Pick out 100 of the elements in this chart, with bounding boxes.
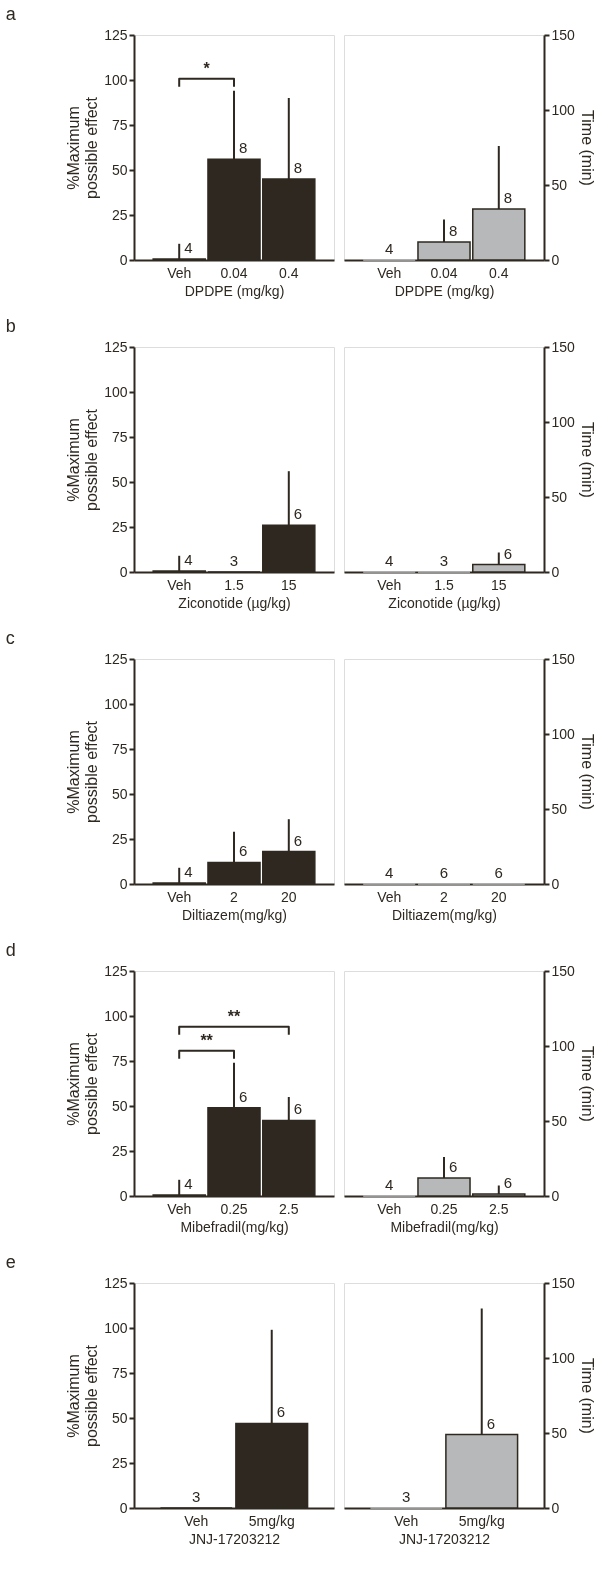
y-axis-title: Time (min) xyxy=(578,1358,596,1434)
y-tick-label: 0 xyxy=(551,1499,560,1516)
y-tick-label: 0 xyxy=(119,563,128,580)
y-tick-label: 25 xyxy=(111,1142,128,1159)
x-tick-label: 2.5 xyxy=(279,1200,299,1217)
annotation: 4 xyxy=(184,863,193,881)
x-tick-label: 20 xyxy=(491,888,507,905)
annotation: 6 xyxy=(293,831,303,849)
y-tick-label: 0 xyxy=(551,563,560,580)
y-tick-label: 100 xyxy=(551,413,576,430)
annotation: 6 xyxy=(439,864,449,881)
x-axis-title: Mibefradil(mg/kg) xyxy=(180,1218,289,1235)
annotation: 6 xyxy=(293,1100,303,1118)
annotation: 3 xyxy=(192,1488,201,1505)
y-tick-label: 0 xyxy=(119,875,128,892)
y-tick-label: 0 xyxy=(119,1499,128,1516)
x-tick-label: 0.4 xyxy=(489,264,509,281)
x-tick-label: Veh xyxy=(377,1200,402,1217)
y-tick-label: 100 xyxy=(551,1349,576,1366)
y-tick-label: 50 xyxy=(551,488,568,505)
x-tick-label: 0.25 xyxy=(430,1200,458,1217)
y-axis-title: %Maximum possible effect xyxy=(65,408,101,511)
chart-title: e xyxy=(5,1252,16,1272)
x-tick-label: 0.4 xyxy=(279,264,299,281)
x-tick-label: 2 xyxy=(230,888,239,905)
chart-title: b xyxy=(5,316,16,336)
annotation: 6 xyxy=(503,544,513,562)
annotation: 6 xyxy=(276,1403,286,1421)
x-tick-label: Veh xyxy=(377,888,402,905)
y-tick-label: 0 xyxy=(551,251,560,268)
x-tick-label: Veh xyxy=(377,576,402,593)
y-tick-label: 50 xyxy=(551,176,568,193)
x-axis-title: Diltiazem(mg/kg) xyxy=(181,906,288,923)
y-tick-label: 100 xyxy=(104,383,128,400)
x-tick-label: 1.5 xyxy=(434,576,454,593)
y-axis-title: Time (min) xyxy=(578,1046,596,1122)
y-tick-label: 0 xyxy=(551,875,560,892)
annotation: 3 xyxy=(402,1488,411,1505)
annotation: 6 xyxy=(503,1174,513,1192)
x-tick-label: 15 xyxy=(491,576,507,593)
y-tick-label: 75 xyxy=(111,740,128,757)
annotation: 3 xyxy=(439,552,449,569)
chart-title: d xyxy=(5,940,16,960)
y-tick-label: 100 xyxy=(104,1007,128,1024)
y-axis-title: %Maximum possible effect xyxy=(65,720,101,823)
y-tick-label: 150 xyxy=(551,26,576,43)
annotation: 6 xyxy=(486,1414,496,1432)
x-axis-title: JNJ-17203212 xyxy=(398,1530,491,1547)
x-tick-label: Veh xyxy=(377,264,402,281)
x-tick-label: 20 xyxy=(281,888,297,905)
chart-title: c xyxy=(5,628,15,648)
chart-title: a xyxy=(5,4,17,24)
annotation: 4 xyxy=(385,552,394,569)
annotation: 6 xyxy=(449,1158,458,1175)
annotation: 8 xyxy=(449,222,458,239)
y-axis-title: %Maximum possible effect xyxy=(65,96,101,199)
x-tick-label: Veh xyxy=(167,888,192,905)
x-tick-label: Veh xyxy=(167,264,192,281)
y-axis-title: %Maximum possible effect xyxy=(65,1344,101,1447)
y-tick-label: 100 xyxy=(104,71,128,88)
x-tick-label: 2 xyxy=(440,888,449,905)
x-tick-label: 5mg/kg xyxy=(248,1512,295,1529)
y-tick-label: 50 xyxy=(551,1112,568,1129)
x-tick-label: 2.5 xyxy=(489,1200,509,1217)
y-tick-label: 25 xyxy=(111,1454,128,1471)
y-tick-label: 100 xyxy=(104,1319,128,1336)
annotation: ** xyxy=(227,1007,241,1025)
x-tick-label: 0.04 xyxy=(430,264,458,281)
y-tick-label: 50 xyxy=(551,800,568,817)
y-tick-label: 150 xyxy=(551,650,576,667)
x-axis-title: DPDPE (mg/kg) xyxy=(184,282,285,299)
x-axis-title: Ziconotide (µg/kg) xyxy=(178,594,291,611)
x-tick-label: Veh xyxy=(184,1512,209,1529)
y-tick-label: 125 xyxy=(104,338,128,355)
x-tick-label: Veh xyxy=(167,576,192,593)
y-axis-title: Time (min) xyxy=(578,110,596,186)
y-tick-label: 75 xyxy=(111,428,128,445)
y-tick-label: 150 xyxy=(551,962,576,979)
annotation: * xyxy=(203,59,211,77)
y-tick-label: 75 xyxy=(111,1052,128,1069)
y-axis-title: Time (min) xyxy=(578,734,596,810)
y-tick-label: 50 xyxy=(111,1097,128,1114)
annotation: 6 xyxy=(293,505,303,523)
x-axis-title: Diltiazem(mg/kg) xyxy=(391,906,498,923)
y-tick-label: 75 xyxy=(111,1364,128,1381)
x-axis-title: Ziconotide (µg/kg) xyxy=(388,594,501,611)
annotation: 4 xyxy=(184,1175,193,1193)
annotation: 4 xyxy=(385,864,394,881)
y-tick-label: 125 xyxy=(104,962,128,979)
x-tick-label: 1.5 xyxy=(224,576,244,593)
x-tick-label: Veh xyxy=(394,1512,419,1529)
x-axis-title: DPDPE (mg/kg) xyxy=(394,282,495,299)
y-tick-label: 125 xyxy=(104,1274,128,1291)
y-axis-title: %Maximum possible effect xyxy=(65,1032,101,1135)
annotation: 6 xyxy=(239,842,248,860)
x-tick-label: 0.25 xyxy=(220,1200,248,1217)
x-axis-title: JNJ-17203212 xyxy=(188,1530,281,1547)
x-tick-label: 0.04 xyxy=(220,264,248,281)
x-axis-title: Mibefradil(mg/kg) xyxy=(390,1218,499,1235)
x-tick-label: Veh xyxy=(167,1200,192,1217)
